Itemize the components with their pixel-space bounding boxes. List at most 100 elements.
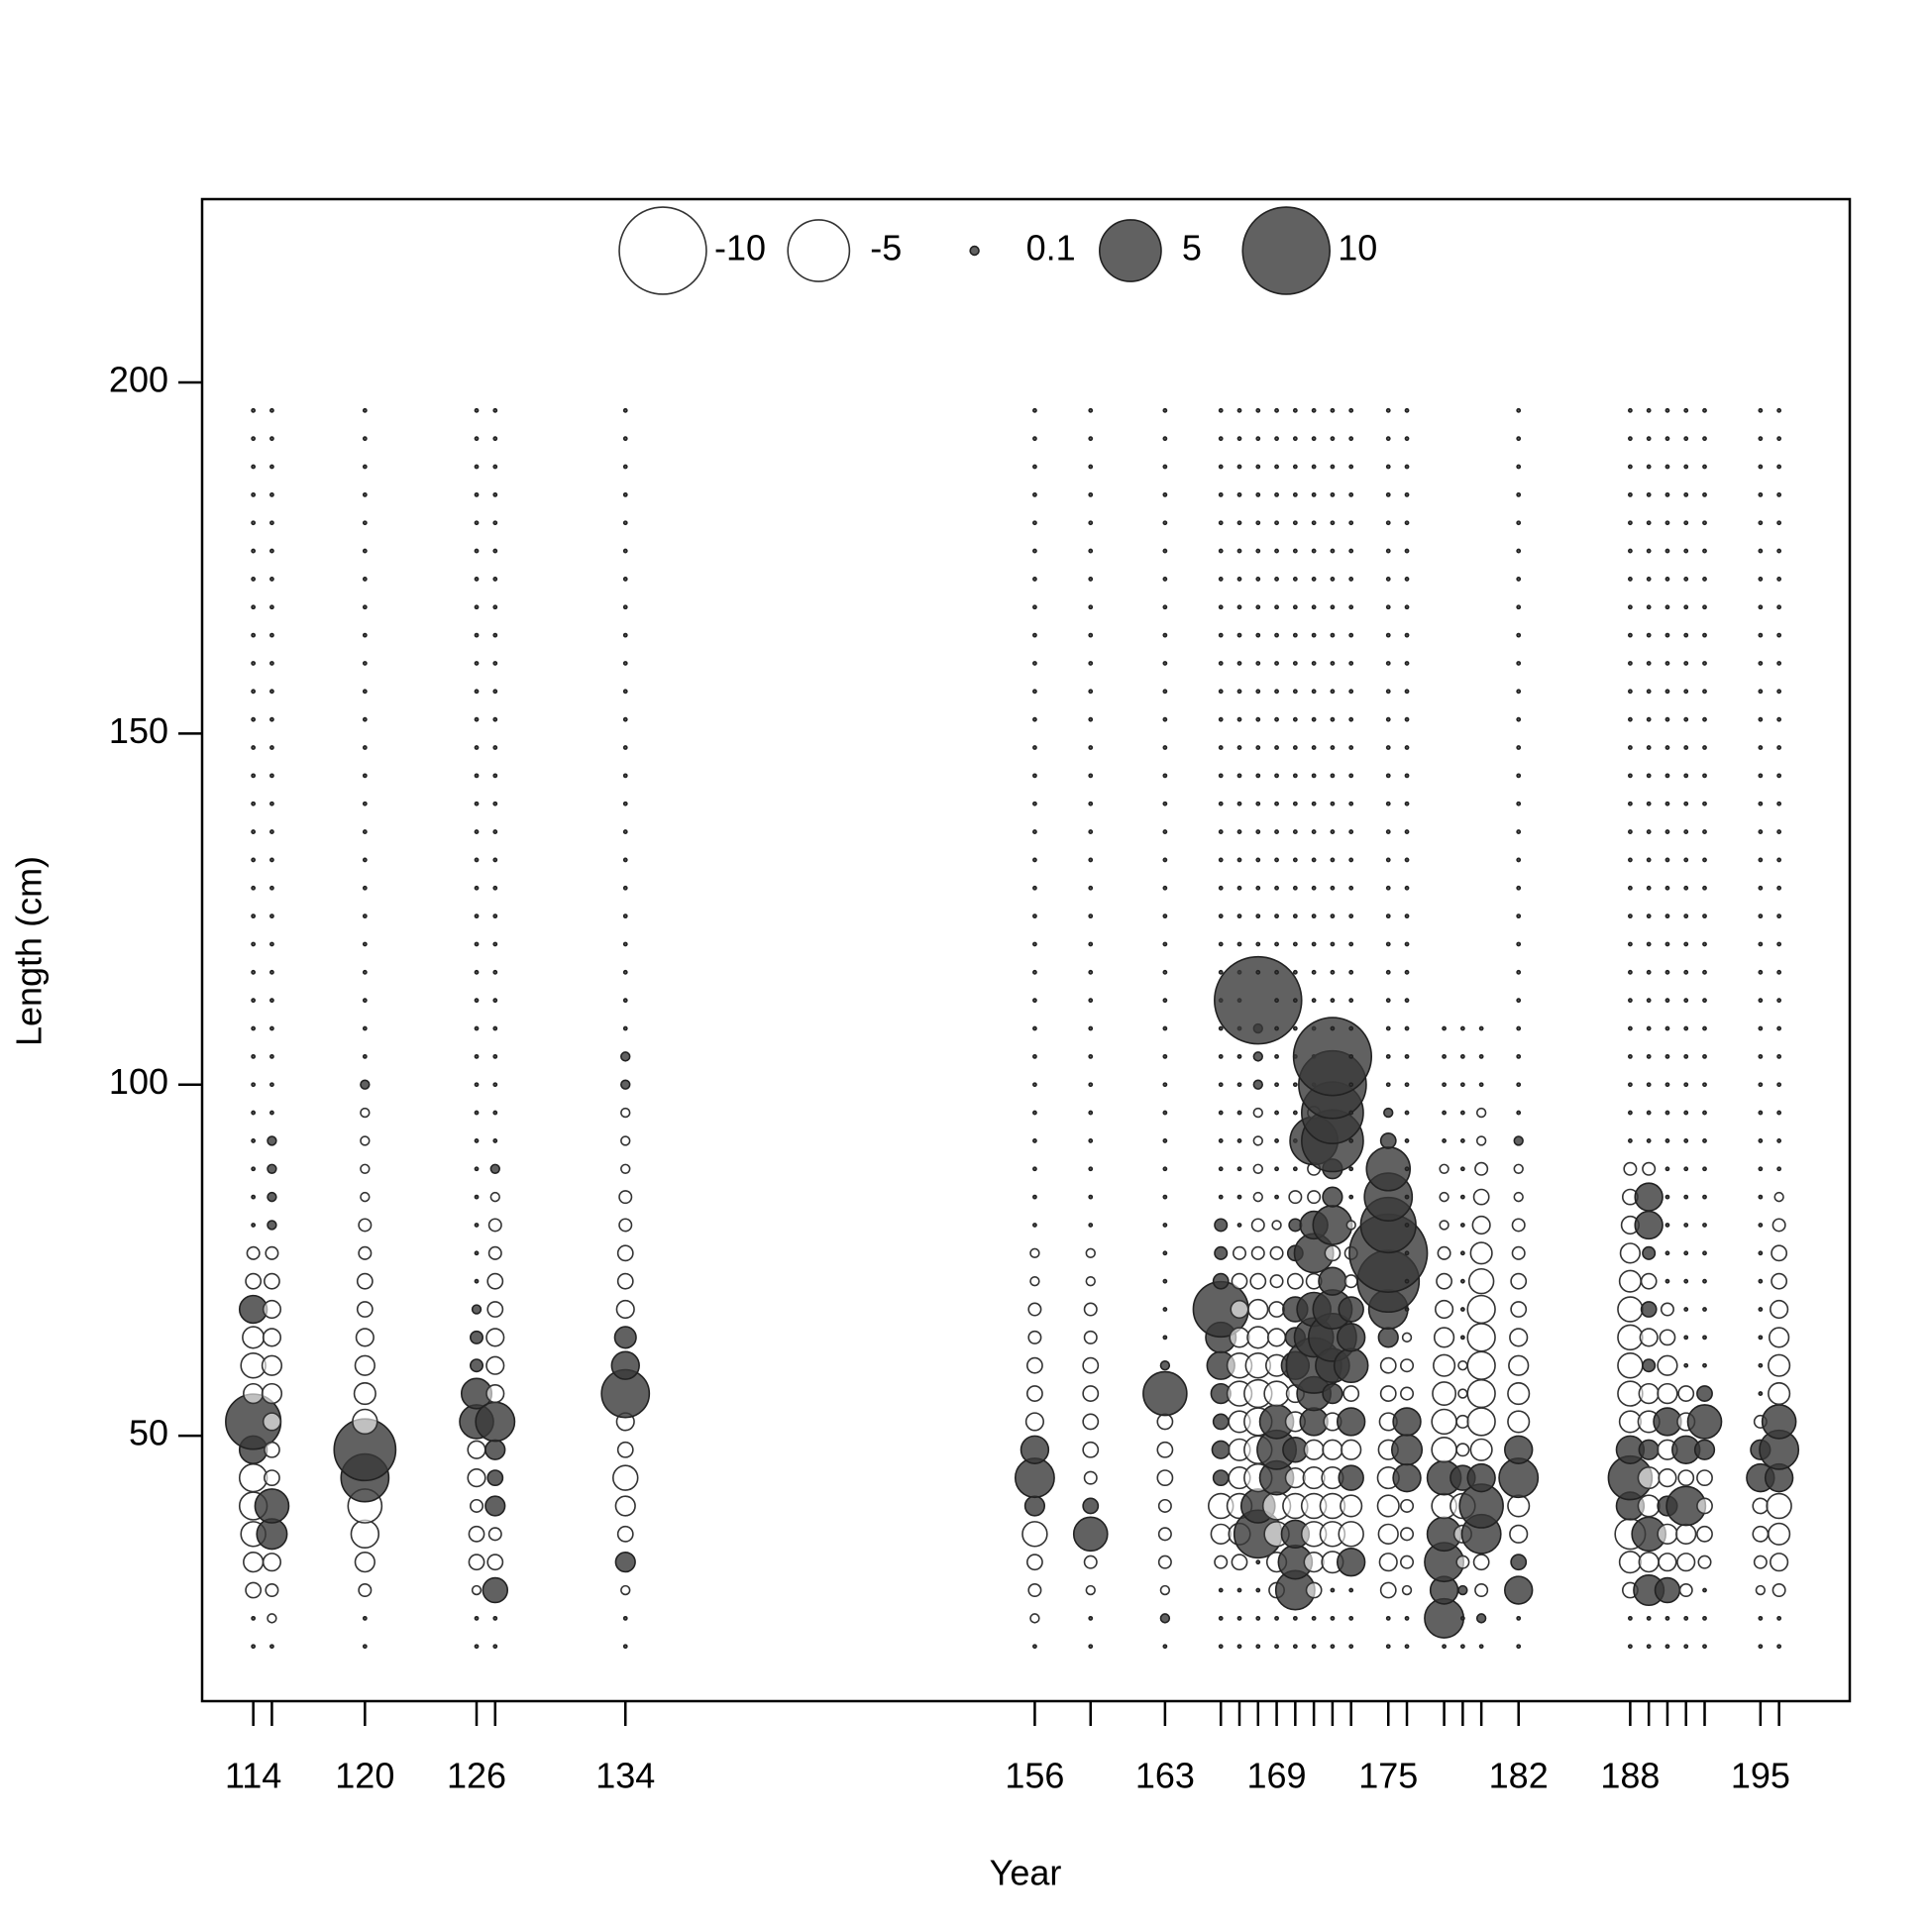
bubble bbox=[1322, 1439, 1343, 1460]
bubble bbox=[1255, 520, 1261, 526]
bubble bbox=[1404, 464, 1410, 470]
bubble bbox=[618, 1218, 633, 1233]
bubble bbox=[1634, 1182, 1664, 1212]
bubble bbox=[251, 577, 257, 582]
bubble bbox=[1646, 941, 1652, 947]
bubble bbox=[492, 661, 498, 666]
bubble bbox=[1385, 998, 1391, 1004]
bubble bbox=[1274, 913, 1279, 919]
bubble bbox=[492, 548, 498, 554]
bubble bbox=[1776, 773, 1782, 779]
bubble bbox=[1255, 745, 1261, 750]
bubble bbox=[616, 1525, 634, 1543]
bubble bbox=[1516, 661, 1522, 666]
bubble bbox=[620, 1051, 631, 1062]
bubble bbox=[1274, 969, 1279, 975]
bubble bbox=[1442, 1138, 1447, 1143]
bubble bbox=[1236, 1587, 1242, 1593]
bubble bbox=[1029, 1275, 1040, 1287]
bubble bbox=[1236, 604, 1242, 610]
bubble bbox=[1646, 1615, 1652, 1621]
bubble bbox=[1385, 829, 1391, 834]
bubble bbox=[1404, 632, 1410, 638]
bubble bbox=[1311, 632, 1317, 638]
bubble bbox=[1400, 1358, 1415, 1373]
bubble bbox=[1162, 745, 1168, 750]
bubble bbox=[1752, 1525, 1770, 1543]
bubble bbox=[1627, 604, 1633, 610]
bubble bbox=[1664, 1166, 1670, 1172]
bubble bbox=[1404, 1138, 1410, 1143]
bubble bbox=[1702, 689, 1707, 695]
bubble bbox=[1348, 491, 1354, 497]
bubble bbox=[354, 1552, 376, 1573]
bubble bbox=[1162, 632, 1168, 638]
bubble bbox=[1162, 1194, 1168, 1200]
bubble bbox=[1627, 969, 1633, 975]
bubble bbox=[362, 998, 368, 1004]
bubble bbox=[1348, 520, 1354, 526]
bubble bbox=[1162, 661, 1168, 666]
bubble bbox=[1330, 801, 1336, 806]
bubble bbox=[1083, 1330, 1098, 1344]
bubble bbox=[269, 689, 274, 695]
bubble bbox=[1478, 1644, 1484, 1650]
bubble bbox=[1032, 829, 1037, 834]
bubble bbox=[1513, 1135, 1524, 1146]
bubble bbox=[1292, 491, 1298, 497]
bubble bbox=[1404, 857, 1410, 863]
bubble bbox=[1088, 1644, 1094, 1650]
bubble bbox=[1083, 1302, 1098, 1317]
bubble bbox=[1032, 801, 1037, 806]
bubble bbox=[1274, 548, 1279, 554]
bubble bbox=[251, 1138, 257, 1143]
bubble bbox=[1236, 632, 1242, 638]
bubble bbox=[486, 1272, 504, 1290]
bubble bbox=[1776, 1615, 1782, 1621]
bubble bbox=[1516, 716, 1522, 722]
bubble bbox=[1311, 998, 1317, 1004]
bubble bbox=[1252, 1163, 1263, 1174]
bubble bbox=[1236, 885, 1242, 891]
bubble bbox=[1683, 1335, 1689, 1341]
bubble bbox=[1159, 1584, 1171, 1596]
bubble bbox=[492, 1082, 498, 1088]
bubble bbox=[1758, 1194, 1764, 1200]
bubble bbox=[269, 885, 274, 891]
bubble bbox=[467, 1440, 486, 1459]
bubble bbox=[362, 969, 368, 975]
bubble bbox=[362, 745, 368, 750]
bubble bbox=[251, 1082, 257, 1088]
bubble bbox=[1218, 520, 1224, 526]
bubble bbox=[622, 969, 628, 975]
bubble bbox=[474, 998, 480, 1004]
bubble bbox=[492, 577, 498, 582]
bubble bbox=[474, 661, 480, 666]
bubble bbox=[1646, 577, 1652, 582]
bubble bbox=[474, 829, 480, 834]
bubble bbox=[1683, 464, 1689, 470]
bubble bbox=[1702, 969, 1707, 975]
bubble bbox=[1677, 1469, 1695, 1487]
bubble bbox=[251, 745, 257, 750]
bubble bbox=[1702, 407, 1707, 413]
x-tick-label: 195 bbox=[1731, 1756, 1790, 1796]
bubble bbox=[1702, 1250, 1707, 1256]
bubble bbox=[1274, 632, 1279, 638]
bubble bbox=[1516, 548, 1522, 554]
bubble bbox=[354, 1354, 376, 1376]
bubble bbox=[1758, 1644, 1764, 1650]
bubble bbox=[1642, 1358, 1657, 1373]
bubble bbox=[1348, 745, 1354, 750]
bubble bbox=[474, 1110, 480, 1116]
bubble bbox=[622, 436, 628, 442]
bubble bbox=[1292, 745, 1298, 750]
bubble bbox=[1664, 913, 1670, 919]
bubble bbox=[1467, 1267, 1495, 1295]
bubble bbox=[269, 1053, 274, 1059]
bubble bbox=[1404, 689, 1410, 695]
bubble bbox=[242, 1326, 266, 1349]
bubble bbox=[1292, 407, 1298, 413]
bubble bbox=[1252, 1135, 1263, 1146]
bubble bbox=[1683, 1138, 1689, 1143]
